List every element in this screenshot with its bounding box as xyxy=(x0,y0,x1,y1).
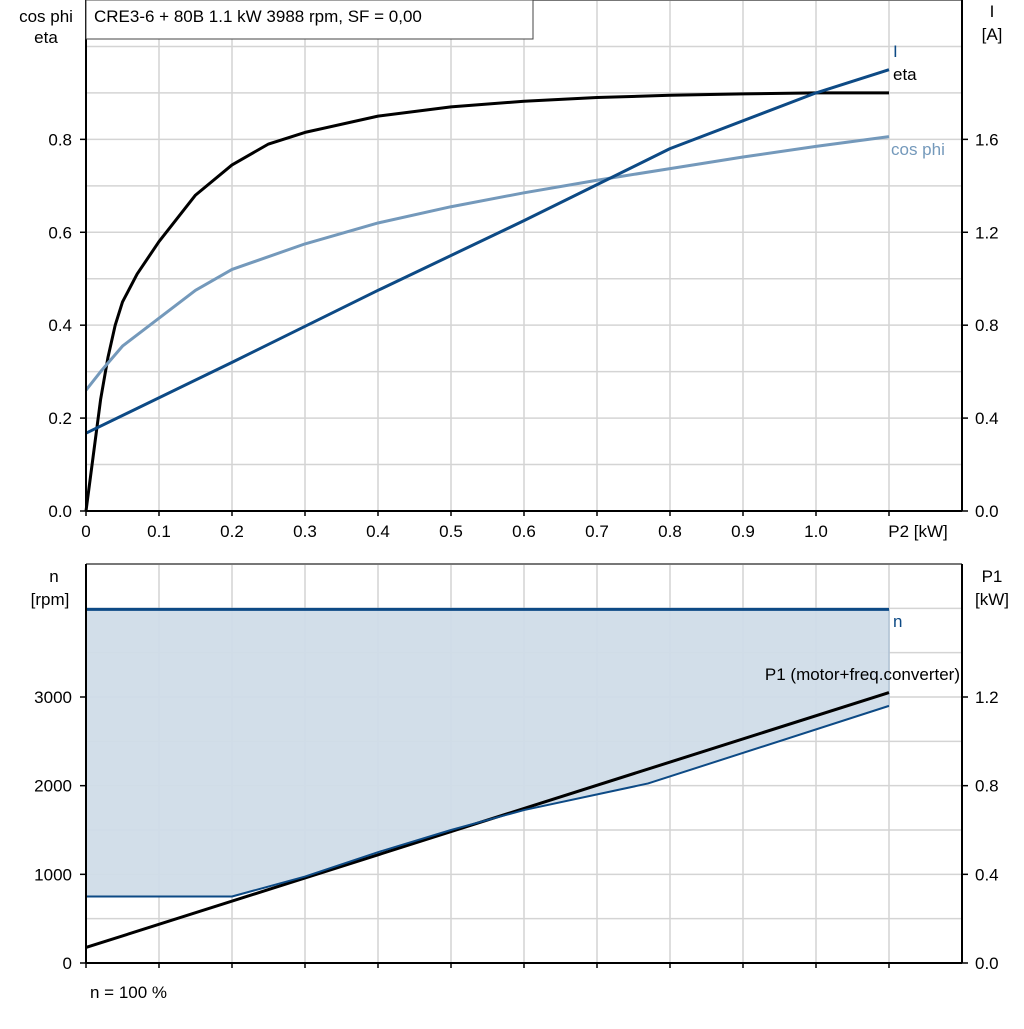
x-tick-label: 0.1 xyxy=(147,522,171,541)
y-tick-label-right: 1.2 xyxy=(975,223,999,242)
bottom-right-axis-label-2: [kW] xyxy=(975,590,1009,609)
chart-title-box: CRE3-6 + 80B 1.1 kW 3988 rpm, SF = 0,00 xyxy=(85,0,534,40)
y-tick-label-left: 0.6 xyxy=(48,223,72,242)
x-tick-label: 0.6 xyxy=(512,522,536,541)
top-left-axis-label-1: cos phi xyxy=(19,7,73,26)
y-tick-label-left: 0 xyxy=(63,954,72,973)
y-tick-label-left: 2000 xyxy=(34,777,72,796)
x-tick-label: 0.3 xyxy=(293,522,317,541)
x-tick-label: 0.9 xyxy=(731,522,755,541)
top-x-axis-label: P2 [kW] xyxy=(888,522,948,541)
y-tick-label-right: 0.4 xyxy=(975,409,999,428)
y-tick-label-left: 0.2 xyxy=(48,409,72,428)
y-tick-label-right: 1.6 xyxy=(975,130,999,149)
x-tick-label: 0.5 xyxy=(439,522,463,541)
x-tick-label: 0 xyxy=(81,522,90,541)
top-left-axis-label-2: eta xyxy=(34,28,58,47)
series-label-eta: eta xyxy=(893,65,917,84)
y-tick-label-right: 0.0 xyxy=(975,502,999,521)
y-tick-label-right: 0.8 xyxy=(975,316,999,335)
series-label-P1: P1 (motor+freq.converter) xyxy=(765,665,960,684)
y-tick-label-right: 1.2 xyxy=(975,688,999,707)
x-tick-label: 0.8 xyxy=(658,522,682,541)
x-tick-label: 0.4 xyxy=(366,522,390,541)
bottom-chart: 0 1000 2000 3000 0.0 0.4 0.8 1.2 xyxy=(34,563,999,973)
y-tick-label-left: 0.4 xyxy=(48,316,72,335)
chart-title: CRE3-6 + 80B 1.1 kW 3988 rpm, SF = 0,00 xyxy=(94,7,422,26)
series-label-I: I xyxy=(893,42,898,61)
top-right-axis-label-1: I xyxy=(990,2,995,21)
y-tick-label-left: 0.0 xyxy=(48,502,72,521)
series-line-lower-bound xyxy=(86,704,890,898)
x-tick-label: 0.2 xyxy=(220,522,244,541)
speed-note: n = 100 % xyxy=(90,983,167,1002)
bottom-left-axis-label-2: [rpm] xyxy=(31,590,70,609)
series-label-cos-phi: cos phi xyxy=(891,140,945,159)
top-right-axis-label-2: [A] xyxy=(982,25,1003,44)
x-tick-label: 0.7 xyxy=(585,522,609,541)
series-line-i xyxy=(85,68,890,435)
y-tick-label-left: 3000 xyxy=(34,688,72,707)
series-line-eta xyxy=(84,91,889,512)
bottom-left-axis-label-1: n xyxy=(49,567,58,586)
y-tick-label-left: 0.8 xyxy=(48,130,72,149)
bottom-right-axis-label-1: P1 xyxy=(982,567,1003,586)
series-line-cos-phi xyxy=(84,135,890,392)
y-tick-label-right: 0.4 xyxy=(975,865,999,884)
top-chart: 0.0 0.2 0.4 0.6 0.8 0.0 0.4 0.8 1.2 1.6 0 0.1 0.2 0.3… xyxy=(48,0,999,541)
series-label-n: n xyxy=(893,612,902,631)
x-tick-label: 1.0 xyxy=(804,522,828,541)
y-tick-label-left: 1000 xyxy=(34,865,72,884)
y-tick-label-right: 0.0 xyxy=(975,954,999,973)
shaded-operating-area xyxy=(86,609,889,897)
y-tick-label-right: 0.8 xyxy=(975,777,999,796)
